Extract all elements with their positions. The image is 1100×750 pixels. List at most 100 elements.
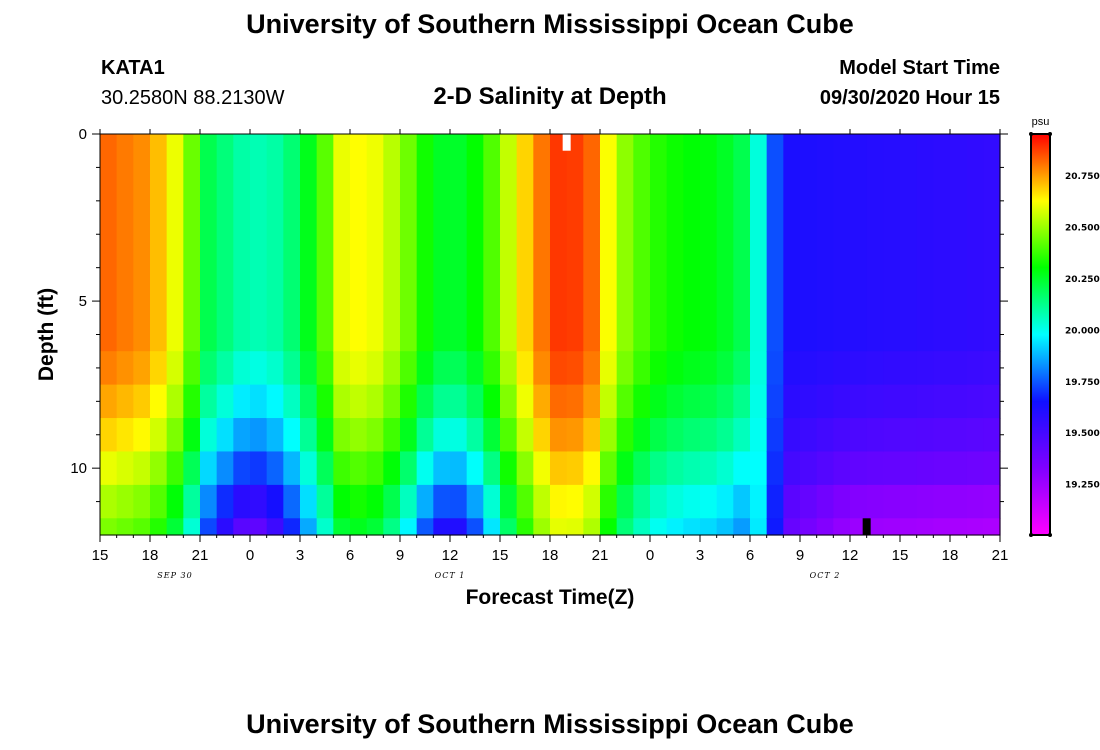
heatmap-cell (366, 384, 384, 419)
heatmap-cell (383, 418, 401, 453)
heatmap-cell (183, 484, 201, 519)
heatmap-cell (483, 451, 501, 486)
heatmap-cell (383, 518, 401, 536)
heatmap-cell (750, 518, 768, 536)
heatmap-cell (833, 418, 851, 453)
heatmap-cell (950, 134, 968, 352)
heatmap-cell (833, 384, 851, 419)
colorbar-tick-label: 19.750 (1065, 378, 1100, 388)
heatmap-cell (100, 484, 118, 519)
heatmap-cell (916, 484, 934, 519)
heatmap-cell (650, 351, 668, 386)
heatmap-cell (150, 351, 168, 386)
heatmap-cell (783, 384, 801, 419)
heatmap-cell (266, 351, 284, 386)
heatmap-cell (633, 134, 651, 352)
heatmap-cell (800, 418, 818, 453)
heatmap-cell (933, 518, 951, 536)
heatmap-cell (100, 518, 118, 536)
heatmap-cell (516, 384, 534, 419)
heatmap-cell (483, 518, 501, 536)
heatmap-cell (700, 134, 718, 352)
heatmap-cell (583, 484, 601, 519)
heatmap-cell (350, 451, 368, 486)
heatmap-cell (133, 518, 151, 536)
heatmap-cell (933, 451, 951, 486)
heatmap-cell (166, 484, 184, 519)
heatmap-cell (883, 418, 901, 453)
heatmap-cell (266, 418, 284, 453)
x-tick-label: 9 (796, 547, 804, 564)
heatmap-cell (216, 518, 234, 536)
heatmap-cell (683, 518, 701, 536)
heatmap-cell (283, 351, 301, 386)
heatmap-cell (766, 384, 784, 419)
heatmap-cell (550, 384, 568, 419)
heatmap-cell (333, 518, 351, 536)
heatmap-cell (166, 518, 184, 536)
plot-title: 2-D Salinity at Depth (433, 83, 667, 110)
heatmap-cell (433, 134, 451, 352)
heatmap-cell (550, 418, 568, 453)
x-tick-label: 6 (346, 547, 354, 564)
station-location: 30.2580N 88.2130W (101, 87, 285, 109)
x-tick-label: 0 (246, 547, 254, 564)
heatmap-cell (433, 418, 451, 453)
page-title: University of Southern Mississippi Ocean… (246, 9, 854, 39)
heatmap-cell (533, 418, 551, 453)
heatmap-cell (733, 134, 751, 352)
heatmap-cell (900, 484, 918, 519)
heatmap-cell (166, 134, 184, 352)
heatmap-cell (483, 134, 501, 352)
x-tick-label: 15 (492, 547, 509, 564)
heatmap-cell (366, 418, 384, 453)
heatmap-cell (316, 351, 334, 386)
heatmap-cell (566, 484, 584, 519)
heatmap-cell (550, 451, 568, 486)
heatmap-cell (783, 451, 801, 486)
heatmap-cell (166, 418, 184, 453)
heatmap-cell (716, 518, 734, 536)
heatmap-cell (250, 518, 268, 536)
heatmap-cell (416, 484, 434, 519)
heatmap-cell (333, 451, 351, 486)
heatmap-cell (183, 351, 201, 386)
heatmap-cell (383, 134, 401, 352)
heatmap-cell (300, 518, 318, 536)
heatmap-cell (816, 484, 834, 519)
heatmap-cell (783, 134, 801, 352)
heatmap-cell (633, 351, 651, 386)
heatmap-cell (350, 134, 368, 352)
x-tick-label: 3 (696, 547, 704, 564)
heatmap-cell (316, 484, 334, 519)
heatmap-cell (700, 418, 718, 453)
heatmap-cell (400, 518, 418, 536)
heatmap-cell (400, 384, 418, 419)
heatmap-cell (450, 484, 468, 519)
heatmap-cell (800, 384, 818, 419)
heatmap-cell (116, 351, 134, 386)
x-tick-label: 0 (646, 547, 654, 564)
heatmap-cell (633, 451, 651, 486)
heatmap-cell (900, 134, 918, 352)
heatmap-cell (116, 418, 134, 453)
heatmap-cell (816, 451, 834, 486)
heatmap-cell (633, 418, 651, 453)
heatmap-cell (533, 518, 551, 536)
heatmap-cell (533, 484, 551, 519)
heatmap-cell (950, 484, 968, 519)
heatmap-cell (816, 418, 834, 453)
heatmap-cell (366, 451, 384, 486)
heatmap-cell (666, 134, 684, 352)
heatmap-cell (250, 418, 268, 453)
heatmap-cell (233, 384, 251, 419)
heatmap-cell (866, 451, 884, 486)
heatmap-cell (683, 484, 701, 519)
heatmap-cell (450, 351, 468, 386)
heatmap-cell (650, 518, 668, 536)
colorbar-ticks: 20.750 20.500 20.250 20.000 19.750 19.500 19.2… (1029, 132, 1100, 537)
date-label: SEP 30 (157, 571, 192, 580)
heatmap-cell (633, 518, 651, 536)
